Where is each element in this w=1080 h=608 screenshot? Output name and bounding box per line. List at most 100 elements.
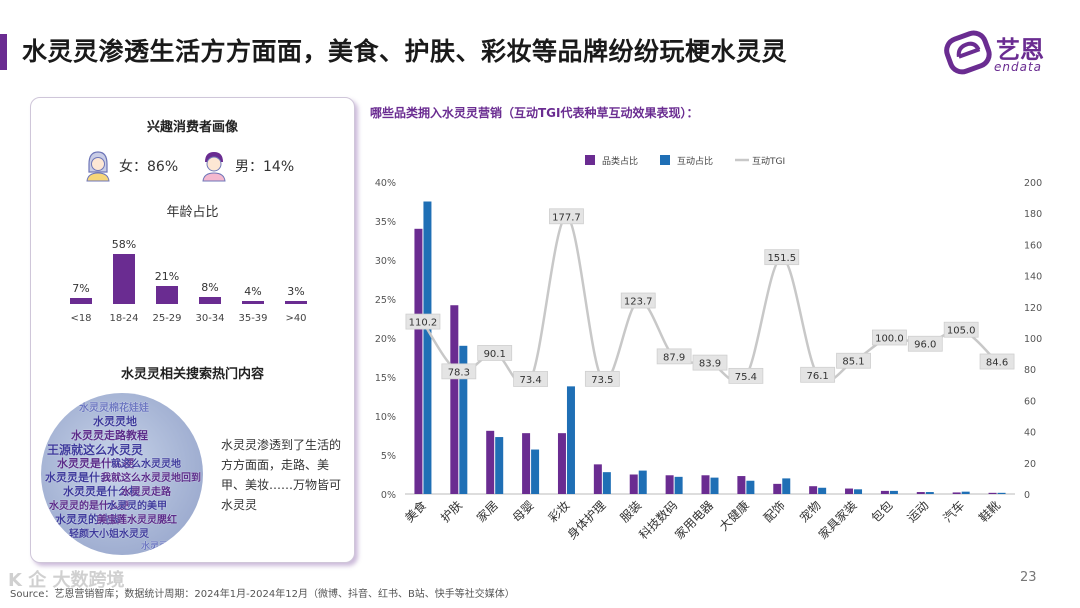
- x-category-6: 服装: [617, 498, 644, 525]
- tgi-label-box-1: [441, 363, 477, 380]
- title-accent-bar: [0, 34, 7, 70]
- legend-swatch-1: [660, 155, 670, 165]
- tgi-label-8: 83.9: [699, 359, 721, 370]
- age-bar-label-1: 58%: [111, 238, 137, 251]
- bar-0-0: [414, 228, 423, 495]
- wordcloud-word: 水灵灵是什么梗: [63, 485, 140, 498]
- bar-0-14: [916, 492, 925, 494]
- bar-0-9: [737, 476, 746, 494]
- y-left-tick: 5%: [381, 451, 396, 462]
- search-section-title: 水灵灵相关搜索热门内容: [120, 367, 264, 382]
- age-bar-3: [199, 297, 221, 304]
- bar-0-2: [486, 430, 495, 494]
- age-bar-4: [242, 300, 264, 304]
- x-category-16: 鞋靴: [976, 498, 1004, 526]
- logo-text-en: endata: [994, 60, 1043, 74]
- y-right-tick: 60: [1024, 396, 1036, 407]
- tgi-label-box-9: [728, 367, 764, 384]
- bar-1-15: [961, 491, 970, 494]
- bar-1-0: [423, 201, 432, 494]
- bar-0-1: [450, 305, 459, 494]
- tgi-label-box-15: [943, 321, 979, 338]
- wordcloud-word: 水灵灵走路: [121, 487, 171, 498]
- y-right-tick: 80: [1024, 365, 1036, 376]
- bar-1-4: [566, 386, 575, 494]
- bar-0-5: [593, 464, 602, 494]
- y-left-tick: 15%: [375, 373, 396, 384]
- tgi-label-box-13: [872, 329, 907, 346]
- gender-row: 女：86% 男：14%: [31, 150, 354, 186]
- y-left-tick: 20%: [375, 334, 396, 345]
- tgi-label-2: 90.1: [484, 349, 506, 360]
- tgi-label-9: 75.4: [735, 372, 757, 383]
- age-category-2: 25-29: [152, 313, 182, 324]
- bar-1-13: [889, 490, 898, 494]
- x-category-2: 家居: [473, 498, 501, 526]
- tgi-label-box-6: [620, 292, 656, 309]
- tgi-label-box-16: [979, 353, 1015, 370]
- page-title: 水灵灵渗透生活方方面面，美食、护肤、彩妆等品牌纷纷玩梗水灵灵: [22, 37, 788, 66]
- y-right-tick: 160: [1024, 240, 1042, 251]
- y-right-tick: 40: [1024, 428, 1036, 439]
- wordcloud-word: 水灵灵走路教程: [71, 429, 148, 442]
- y-left-tick: 25%: [375, 295, 396, 306]
- bar-0-15: [952, 492, 961, 494]
- wordcloud-word: 王源就这么水灵灵: [47, 443, 144, 457]
- tgi-label-4: 177.7: [552, 212, 581, 223]
- age-bar-5: [285, 301, 307, 304]
- tgi-label-box-4: [549, 208, 584, 225]
- wordcloud-word: 水灵灵的洗脚: [55, 513, 121, 526]
- x-category-9: 大健康: [716, 498, 752, 534]
- tgi-label-13: 100.0: [875, 334, 904, 345]
- age-bar-2: [156, 285, 178, 304]
- age-category-3: 30-34: [195, 313, 225, 324]
- bar-1-10: [782, 478, 791, 494]
- consumer-portrait-card: 兴趣消费者画像 女：86% 男：14% 年龄占比 7% <18 58% 18-24 21…: [30, 97, 355, 563]
- tgi-label-5: 73.5: [591, 375, 613, 386]
- female-label: 女：86%: [119, 159, 179, 175]
- x-category-13: 包包: [869, 498, 896, 525]
- tgi-label-box-11: [800, 366, 836, 383]
- age-category-4: 35-39: [238, 313, 268, 324]
- tgi-label-6: 123.7: [624, 297, 653, 308]
- x-category-11: 宠物: [796, 498, 824, 526]
- bar-0-7: [665, 475, 674, 494]
- age-bar-1: [113, 254, 135, 304]
- y-right-tick: 120: [1024, 303, 1042, 314]
- bar-0-3: [522, 433, 531, 494]
- bar-0-4: [557, 433, 566, 494]
- y-right-tick: 200: [1024, 178, 1042, 189]
- tgi-label-box-10: [764, 249, 800, 266]
- endata-logo-icon: [944, 30, 992, 75]
- x-category-4: 彩妆: [546, 498, 573, 525]
- y-right-tick: 140: [1024, 272, 1042, 283]
- y-right-tick: 180: [1024, 209, 1042, 220]
- bar-1-14: [925, 492, 934, 494]
- y-left-tick: 40%: [375, 178, 396, 189]
- wordcloud-word: 轻颜大小姐水灵灵: [69, 529, 149, 540]
- x-category-3: 母婴: [510, 498, 537, 525]
- tgi-label-box-2: [477, 345, 513, 361]
- bar-1-8: [710, 477, 719, 494]
- age-bar-label-4: 4%: [244, 284, 262, 298]
- bar-0-10: [773, 483, 782, 494]
- bar-1-1: [459, 345, 468, 494]
- wordcloud-word: 水灵灵是什么梗: [57, 457, 134, 470]
- bar-1-9: [746, 480, 755, 494]
- age-bar-label-2: 21%: [154, 269, 180, 283]
- wordcloud-word: 水灵灵地: [93, 415, 137, 428]
- tgi-label-12: 85.1: [842, 357, 864, 368]
- wordcloud-word: 水灵灵: [141, 542, 169, 552]
- legend-label-0: 品类占比: [602, 155, 638, 167]
- portrait-title: 兴趣消费者画像: [146, 120, 238, 135]
- male-label: 男：14%: [235, 159, 295, 175]
- y-right-tick: 20: [1024, 459, 1036, 470]
- tgi-label-box-5: [584, 370, 620, 387]
- male-item: 男：14%: [199, 150, 294, 182]
- page-number: 23: [1020, 570, 1037, 585]
- bar-0-6: [629, 474, 638, 494]
- bar-0-8: [701, 475, 710, 494]
- tgi-label-7: 87.9: [663, 352, 685, 363]
- age-bar-label-3: 8%: [201, 281, 219, 295]
- tgi-label-box-7: [656, 348, 692, 365]
